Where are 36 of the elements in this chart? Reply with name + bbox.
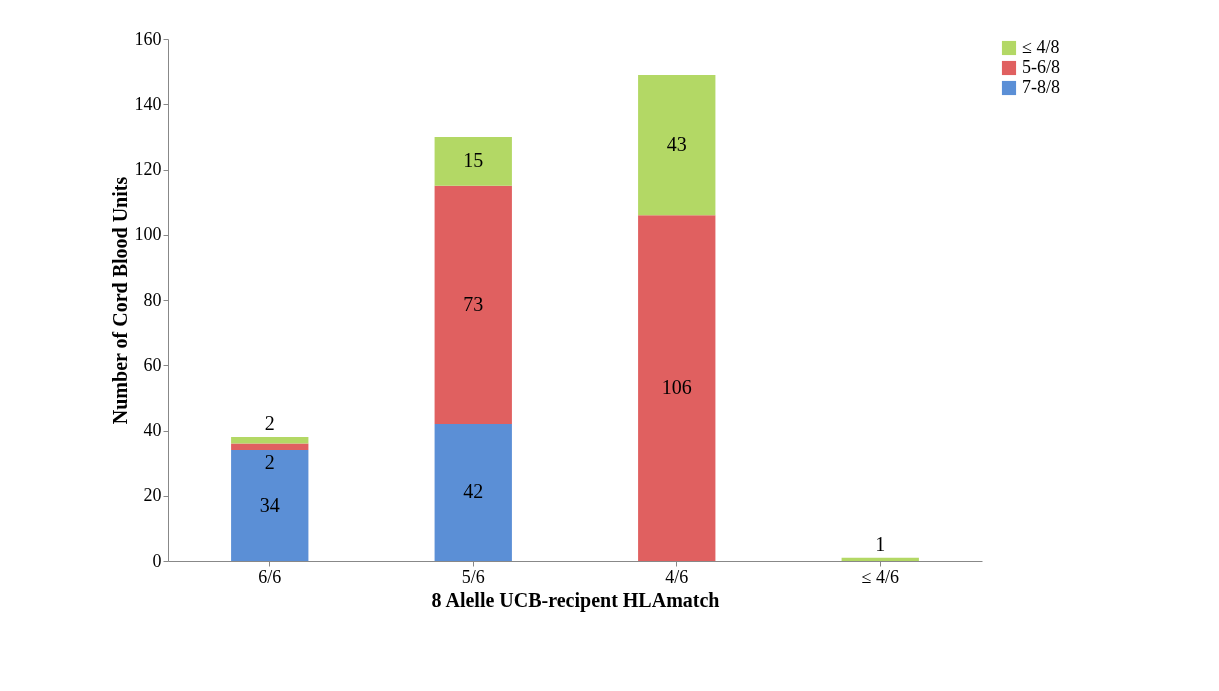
y-tick-label: 40 xyxy=(143,420,162,440)
bar xyxy=(434,185,512,424)
bar xyxy=(638,74,716,216)
y-tick-label: 140 xyxy=(134,93,162,114)
data-label: 1 xyxy=(875,532,886,555)
y-tick-label: 20 xyxy=(143,485,162,506)
legend-label: 5-6/8 xyxy=(1022,57,1060,77)
bar xyxy=(841,557,919,561)
y-tick-label: 60 xyxy=(143,354,162,375)
y-tick-label: 0 xyxy=(152,550,162,571)
data-label: 34 xyxy=(259,493,280,516)
data-label: 43 xyxy=(666,133,687,156)
y-tick-label: 120 xyxy=(134,159,162,179)
data-label: 15 xyxy=(463,149,484,172)
y-tick-label: 80 xyxy=(143,289,162,310)
data-label: 106 xyxy=(661,376,692,399)
y-tick-label: 100 xyxy=(134,224,162,245)
bar xyxy=(231,437,309,444)
data-label: 42 xyxy=(463,480,484,503)
x-tick-label: 4/6 xyxy=(665,566,689,587)
bar xyxy=(434,136,512,186)
y-axis-title: Number of Cord Blood Units xyxy=(108,176,131,425)
bar xyxy=(231,450,309,561)
bar xyxy=(434,423,512,561)
data-label: 2 xyxy=(264,451,275,474)
data-label: 2 xyxy=(264,412,275,435)
x-tick-label: 5/6 xyxy=(461,566,485,587)
data-label: 73 xyxy=(463,292,484,315)
bar xyxy=(231,443,309,451)
legend-label: 7-8/8 xyxy=(1022,77,1060,97)
x-tick-label: ≤ 4/6 xyxy=(861,566,899,587)
y-tick-label: 160 xyxy=(134,28,162,49)
bar xyxy=(638,215,716,561)
legend-label: ≤ 4/8 xyxy=(1022,37,1060,57)
x-axis-title: 8 Alelle UCB-recipent HLAmatch xyxy=(431,588,720,612)
x-tick-label: 6/6 xyxy=(258,566,282,587)
